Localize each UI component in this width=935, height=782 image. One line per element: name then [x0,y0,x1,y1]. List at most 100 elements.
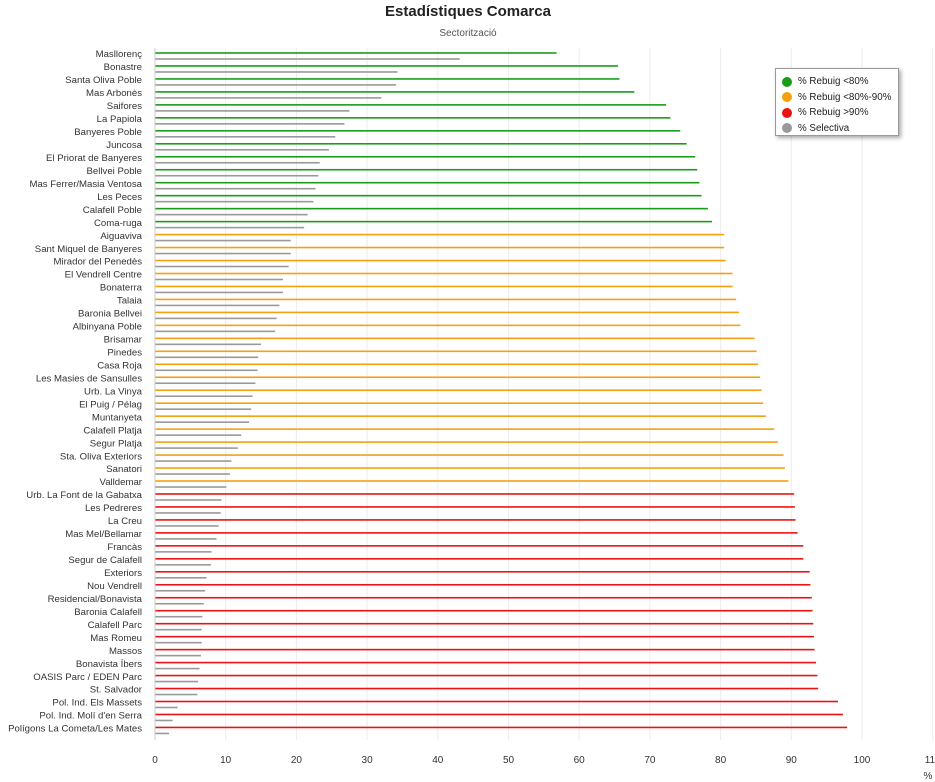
y-tick-label: Exteriors [104,568,142,579]
bar-selectiva [155,486,227,488]
y-tick-label: Mas Mel/Bellamar [65,529,143,540]
bar-selectiva [155,356,259,359]
bar-selectiva [155,447,238,449]
bar-selectiva [155,395,253,398]
y-tick-label: Les Masies de Sansulles [36,373,142,384]
bar-selectiva [155,615,203,618]
legend-swatch [782,123,792,134]
bar-rebuig [155,363,759,366]
bar-selectiva [155,317,277,320]
bar-rebuig [155,454,784,456]
bar-rebuig [155,155,696,158]
bar-selectiva [155,421,250,423]
bar-rebuig [155,726,848,729]
y-tick-label: Bellvei Poble [87,166,142,177]
bar-selectiva [155,577,207,579]
x-tick-label: 100 [854,755,871,766]
bars [155,52,848,735]
bar-rebuig [155,493,795,495]
legend-item[interactable]: % Rebuig <80% [782,74,898,90]
bar-rebuig [155,285,733,288]
legend-item[interactable]: % Rebuig >90% [782,105,898,121]
bar-rebuig [155,687,819,690]
bar-selectiva [155,564,211,566]
y-axis-labels: Masllorenç Bonastre Santa Oliva Poble Mas A… [8,49,143,734]
bar-selectiva [155,628,202,631]
x-tick-label: 90 [786,755,798,766]
bar-selectiva [155,538,217,540]
bar-selectiva [155,382,256,385]
bar-selectiva [155,693,198,696]
bar-rebuig [155,181,700,184]
x-tick-label: 30 [362,755,374,766]
y-tick-label: Calafell Parc [88,620,143,631]
y-tick-label: Santa Oliva Poble [65,75,142,86]
x-tick-label: 10 [220,755,232,766]
x-axis-labels: 0 10 20 30 40 50 60 70 80 90 100 110 [152,755,935,766]
bar-selectiva [155,343,262,346]
y-tick-label: La Creu [108,516,142,527]
y-tick-label: Calafell Platja [83,425,142,436]
bar-rebuig [155,583,811,586]
y-tick-label: Baronia Bellvei [78,309,142,320]
bar-selectiva [155,239,291,242]
y-tick-label: El Vendrell Centre [65,270,142,281]
bar-selectiva [155,719,173,722]
x-tick-label: 70 [644,755,656,766]
bar-rebuig [155,337,755,340]
y-tick-label: Nou Vendrell [87,581,142,592]
y-tick-label: Segur Platja [90,438,143,449]
y-tick-label: Pol. Ind. Els Massets [52,698,142,709]
bar-rebuig [155,622,814,625]
bar-selectiva [155,148,329,151]
bar-rebuig [155,428,775,430]
bar-rebuig [155,194,702,197]
bar-rebuig [155,609,813,612]
y-tick-label: Aiguaviva [100,231,142,242]
legend-item[interactable]: % Selectiva [782,121,898,137]
y-tick-label: Urb. La Vinya [84,386,143,397]
bar-selectiva [155,97,382,99]
y-tick-label: Coma-ruga [94,218,143,229]
y-tick-label: Calafell Poble [83,205,142,216]
y-tick-label: Saifores [107,101,142,112]
y-tick-label: OASIS Parc / EDEN Parc [33,672,142,683]
bar-selectiva [155,200,314,203]
bar-selectiva [155,71,398,73]
legend-label: % Rebuig <80% [798,76,869,88]
bar-rebuig [155,648,815,651]
y-tick-label: Sanatori [106,464,142,475]
bar-rebuig [155,65,619,67]
legend: % Rebuig <80% % Rebuig <80%-90% % Rebuig… [775,68,899,136]
bar-selectiva [155,408,252,410]
bar-selectiva [155,551,212,553]
bar-selectiva [155,213,308,216]
bar-selectiva [155,706,178,709]
bar-rebuig [155,220,713,223]
y-tick-label: Sant Miquel de Banyeres [35,244,142,255]
y-tick-label: Residencial/Bonavista [48,594,143,605]
y-tick-label: Banyeres Poble [74,127,142,138]
x-tick-label: 60 [574,755,586,766]
x-tick-label: 20 [291,755,303,766]
bar-selectiva [155,304,280,307]
bar-rebuig [155,142,687,145]
legend-swatch [782,107,792,118]
y-tick-label: Casa Roja [97,360,142,371]
bar-selectiva [155,252,291,255]
bar-rebuig [155,207,708,210]
bar-rebuig [155,259,726,262]
bar-selectiva [155,226,305,229]
legend-item[interactable]: % Rebuig <80%-90% [782,90,898,106]
bar-rebuig [155,545,804,547]
bar-selectiva [155,136,336,138]
bar-rebuig [155,571,810,573]
bar-rebuig [155,104,667,106]
bar-rebuig [155,596,812,599]
bar-selectiva [155,291,283,294]
x-tick-label: 50 [503,755,515,766]
y-tick-label: Valldemar [100,477,143,488]
bar-rebuig [155,519,796,521]
bar-rebuig [155,713,843,716]
y-tick-label: Bonavista Íbers [76,659,142,670]
